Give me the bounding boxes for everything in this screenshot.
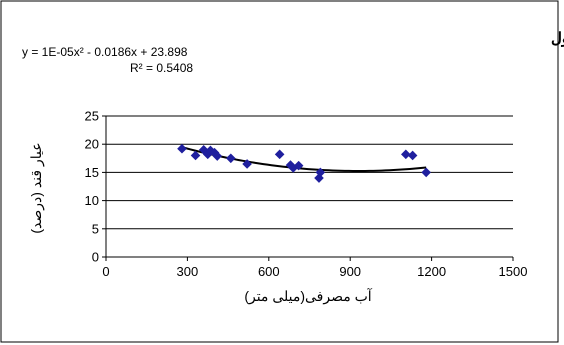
data-point [293,160,304,171]
y-tick-label: 20 [85,137,99,152]
chart-title: رقم رسول [551,30,564,47]
data-point [401,149,411,160]
x-tick-labels: 0 300 600 900 1200 1500 [102,264,527,279]
x-tick-label: 1200 [417,264,446,279]
trendline-r-squared: R² = 0.5408 [130,61,193,75]
data-point [212,151,223,161]
data-point [407,150,418,161]
data-point [190,150,201,161]
y-axis-label: عیار قند (درصد) [28,142,45,233]
data-point [226,153,236,164]
x-tick-label: 0 [102,264,109,279]
data-point [242,159,252,169]
data-points [177,143,431,183]
x-axis-label: آب مصرفی(میلی متر) [244,287,372,305]
y-tick-labels: 0 5 10 15 20 25 [85,109,99,265]
y-tick-label: 5 [92,221,99,236]
trendline-equation: y = 1E-05x² - 0.0186x + 23.898 [22,45,188,59]
y-tick-label: 0 [92,250,99,265]
axes [102,115,514,261]
y-tick-label: 15 [85,165,99,180]
trendline [181,146,427,172]
x-tick-label: 600 [258,264,280,279]
data-point [315,167,326,178]
data-point [421,167,431,178]
data-point [177,143,187,154]
x-tick-label: 300 [177,264,199,279]
y-tick-label: 25 [85,109,99,124]
x-tick-label: 900 [339,264,361,279]
data-point [274,149,285,160]
x-tick-label: 1500 [499,264,528,279]
gridlines [106,115,513,230]
data-point [285,160,296,170]
y-tick-label: 10 [85,193,99,208]
data-point [205,145,216,156]
